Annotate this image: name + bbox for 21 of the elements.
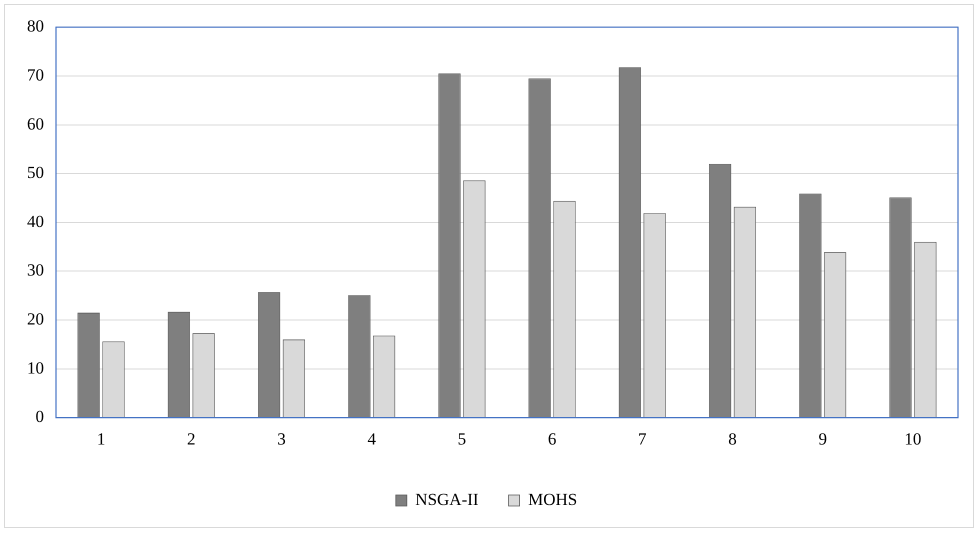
x-tick-label: 8: [728, 429, 737, 448]
y-tick-label: 30: [27, 260, 44, 280]
legend-label: NSGA-II: [415, 490, 479, 509]
x-tick-label: 2: [187, 429, 196, 448]
y-tick-label: 20: [27, 309, 44, 328]
x-tick-label: 6: [548, 429, 556, 448]
y-tick-label: 50: [27, 163, 44, 182]
x-tick-label: 5: [458, 429, 466, 448]
y-tick-label: 60: [27, 114, 44, 134]
x-tick-label: 7: [638, 429, 648, 448]
y-tick-label: 40: [27, 212, 44, 231]
y-tick-label: 10: [27, 358, 44, 378]
legend-label: MOHS: [528, 490, 578, 509]
x-tick-label: 4: [367, 429, 376, 448]
y-tick-label: 80: [27, 16, 44, 36]
y-tick-label: 70: [27, 65, 44, 84]
y-tick-label: 0: [36, 407, 44, 426]
x-tick-label: 9: [818, 429, 827, 448]
x-tick-label: 3: [277, 429, 286, 448]
x-tick-label: 10: [904, 429, 922, 448]
x-tick-label: 1: [96, 429, 106, 448]
